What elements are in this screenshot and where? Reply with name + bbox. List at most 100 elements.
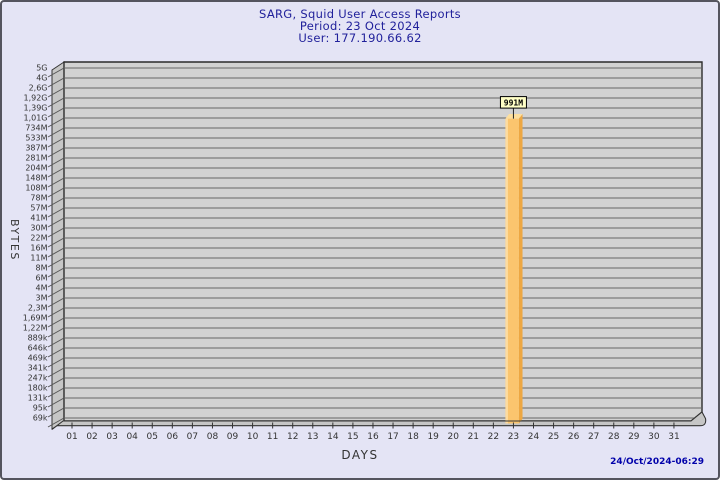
y-tick-label: 30M bbox=[30, 224, 47, 233]
report-title: SARG, Squid User Access Reports bbox=[259, 7, 461, 21]
y-tick bbox=[47, 417, 65, 428]
x-tick-label: 13 bbox=[307, 432, 318, 442]
y-tick-label: 1,22M bbox=[23, 324, 48, 333]
x-tick-label: 22 bbox=[488, 432, 499, 442]
y-tick-label: 78M bbox=[30, 194, 47, 203]
x-tick-label: 29 bbox=[628, 432, 640, 442]
y-tick-label: 6M bbox=[36, 274, 48, 283]
y-tick bbox=[47, 237, 65, 248]
y-tick-label: 131k bbox=[28, 394, 48, 403]
y-tick-label: 341k bbox=[28, 364, 48, 373]
y-tick bbox=[47, 257, 65, 268]
y-tick-label: 11M bbox=[30, 254, 47, 263]
bar-top-face bbox=[505, 113, 523, 119]
x-tick-label: 12 bbox=[287, 432, 298, 442]
y-tick-label: 95k bbox=[33, 404, 48, 413]
y-tick-label: 69k bbox=[33, 414, 48, 423]
x-axis-title: DAYS bbox=[341, 448, 379, 462]
y-tick bbox=[47, 107, 65, 118]
y-tick bbox=[47, 87, 65, 98]
y-tick-label: 1,92G bbox=[23, 94, 47, 103]
y-tick bbox=[47, 117, 65, 128]
generated-timestamp: 24/Oct/2024-06:29 bbox=[610, 457, 704, 467]
y-tick bbox=[47, 277, 65, 288]
y-tick bbox=[47, 187, 65, 198]
x-tick-label: 27 bbox=[588, 432, 599, 442]
y-tick bbox=[47, 317, 65, 328]
y-tick bbox=[47, 137, 65, 148]
annotation-box bbox=[499, 96, 527, 109]
y-tick-label: 41M bbox=[30, 214, 47, 223]
x-tick-label: 02 bbox=[86, 432, 97, 442]
chart-plot-area bbox=[63, 61, 703, 422]
y-tick bbox=[47, 177, 65, 188]
report-period: Period: 23 Oct 2024 bbox=[299, 19, 421, 33]
y-tick bbox=[47, 217, 65, 228]
y-tick-label: 22M bbox=[30, 234, 47, 243]
bar-highlight bbox=[505, 118, 508, 424]
y-tick-label: 387M bbox=[25, 144, 47, 153]
y-tick-label: 646k bbox=[28, 344, 48, 353]
y-tick bbox=[47, 147, 65, 158]
y-tick-label: 1,39G bbox=[23, 104, 47, 113]
x-tick-label: 04 bbox=[126, 432, 138, 442]
x-tick-label: 25 bbox=[548, 432, 559, 442]
y-tick-label: 2,6G bbox=[29, 84, 48, 93]
x-tick-label: 20 bbox=[448, 432, 460, 442]
y-tick-label: 469k bbox=[28, 354, 48, 363]
y-axis-title: BYTES bbox=[8, 219, 21, 261]
x-tick-label: 03 bbox=[106, 432, 117, 442]
y-tick-label: 533M bbox=[25, 134, 47, 143]
y-tick bbox=[47, 67, 65, 78]
x-tick-label: 30 bbox=[648, 432, 660, 442]
y-tick bbox=[47, 347, 65, 358]
y-tick bbox=[47, 407, 65, 418]
y-tick-label: 889k bbox=[28, 334, 48, 343]
y-tick-label: 57M bbox=[30, 204, 47, 213]
x-tick-label: 28 bbox=[608, 432, 620, 442]
x-tick-label: 31 bbox=[668, 432, 679, 442]
y-tick bbox=[47, 357, 65, 368]
y-tick-label: 3M bbox=[36, 294, 48, 303]
x-tick-label: 06 bbox=[167, 432, 179, 442]
y-tick bbox=[47, 377, 65, 388]
y-tick-label: 180k bbox=[28, 384, 48, 393]
x-tick-label: 21 bbox=[468, 432, 479, 442]
y-tick-label: 734M bbox=[25, 124, 47, 133]
y-tick bbox=[47, 307, 65, 318]
annotation-label: 991M bbox=[504, 98, 523, 107]
x-tick-label: 18 bbox=[407, 432, 419, 442]
x-tick-label: 26 bbox=[568, 432, 580, 442]
y-tick-label: 108M bbox=[25, 184, 47, 193]
y-tick-label: 8M bbox=[36, 264, 48, 273]
y-tick bbox=[47, 127, 65, 138]
x-tick-label: 10 bbox=[247, 432, 259, 442]
bar-right-face bbox=[518, 113, 523, 424]
y-tick bbox=[47, 227, 65, 238]
chart-floor-edge bbox=[51, 411, 707, 430]
y-tick bbox=[47, 157, 65, 168]
y-tick bbox=[47, 197, 65, 208]
y-tick-label: 5G bbox=[36, 64, 47, 73]
x-tick-label: 11 bbox=[267, 432, 278, 442]
y-tick bbox=[47, 327, 65, 338]
y-tick bbox=[47, 397, 65, 408]
x-tick-label: 15 bbox=[347, 432, 358, 442]
x-tick-label: 05 bbox=[147, 432, 158, 442]
report-header: SARG, Squid User Access Reports Period: … bbox=[2, 8, 718, 44]
y-tick-label: 148M bbox=[25, 174, 47, 183]
bar bbox=[505, 118, 519, 424]
y-tick bbox=[47, 387, 65, 398]
y-tick-label: 247k bbox=[28, 374, 48, 383]
x-tick-label: 09 bbox=[227, 432, 239, 442]
x-tick-label: 14 bbox=[327, 432, 339, 442]
y-tick bbox=[47, 287, 65, 298]
y-tick-label: 1,69M bbox=[23, 314, 48, 323]
y-tick bbox=[47, 367, 65, 378]
y-tick-label: 1,01G bbox=[23, 114, 47, 123]
y-tick-label: 4G bbox=[36, 74, 47, 83]
x-tick-label: 19 bbox=[427, 432, 439, 442]
y-tick bbox=[47, 167, 65, 178]
